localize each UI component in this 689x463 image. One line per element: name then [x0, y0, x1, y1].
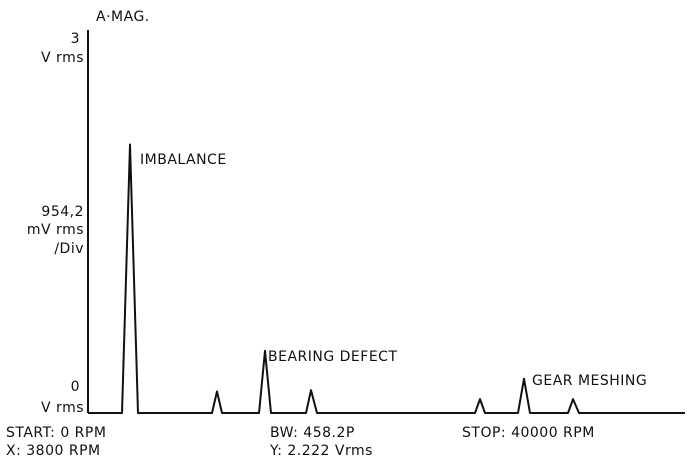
footer-text: STOP: 40000 RPM — [462, 425, 595, 441]
annotation: BEARING DEFECT — [268, 349, 398, 365]
y-tick-label: 0 — [71, 379, 80, 395]
y-unit: V rms — [41, 50, 84, 66]
spectrum-line — [88, 143, 685, 414]
scale-label: /Div — [54, 241, 84, 257]
annotation: IMBALANCE — [140, 152, 227, 168]
y-tick-label: 3 — [71, 31, 80, 47]
footer-text: Y: 2.222 Vrms — [269, 443, 373, 459]
scale-label: 954,2 — [41, 204, 84, 220]
annotation: GEAR MESHING — [532, 373, 647, 389]
footer-text: X: 3800 RPM — [6, 443, 101, 459]
footer-text: START: 0 RPM — [6, 425, 106, 441]
scale-label: mV rms — [27, 222, 84, 238]
y-unit: V rms — [41, 400, 84, 416]
chart-title: A·MAG. — [96, 9, 150, 25]
footer-text: BW: 458.2P — [270, 425, 355, 441]
